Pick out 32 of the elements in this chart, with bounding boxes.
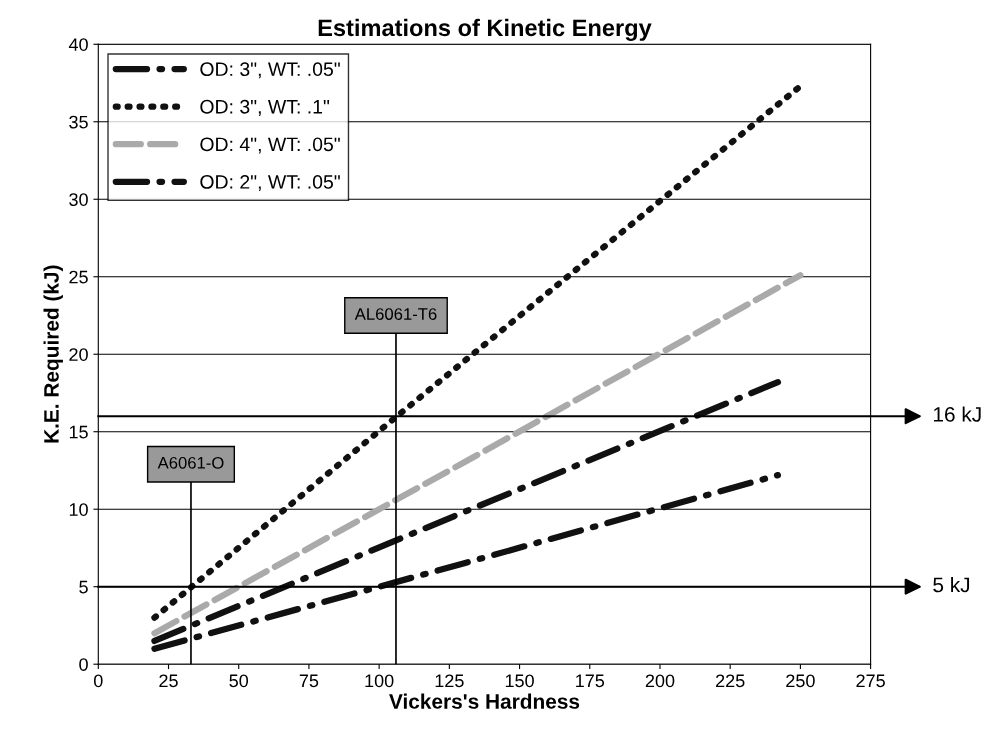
ref-line-label: A6061-O: [157, 456, 224, 469]
x-tick-label: 50: [229, 674, 249, 688]
ref-line-label: 16 kJ: [933, 406, 981, 422]
y-tick-label: 30: [69, 193, 88, 206]
y-tick-label: 40: [68, 38, 88, 51]
y-tick-label: 10: [69, 503, 88, 516]
chart-title: Estimations of Kinetic Energy: [318, 18, 652, 41]
ref-line-label: AL6061-T6: [354, 308, 437, 320]
x-tick-label: 0: [93, 674, 103, 688]
y-tick-label: 20: [69, 348, 88, 361]
x-tick-label: 25: [159, 674, 178, 688]
x-tick-label: 175: [576, 674, 605, 688]
y-axis-title: K.E. Required (kJ): [43, 265, 63, 443]
legend-label: OD: 3", WT: .05": [200, 62, 340, 79]
y-tick-label: 15: [69, 425, 88, 439]
y-tick-label: 5: [79, 580, 88, 594]
y-tick-label: 25: [69, 270, 88, 284]
x-tick-label: 225: [716, 674, 745, 688]
ref-line-label: 5 kJ: [933, 577, 970, 593]
x-tick-label: 100: [365, 674, 394, 688]
x-tick-label: 200: [645, 674, 675, 688]
legend-label: OD: 3", WT: .1": [200, 99, 330, 116]
x-axis-title: Vickers's Hardness: [389, 693, 580, 709]
y-tick-label: 0: [79, 658, 88, 671]
x-tick-label: 75: [299, 674, 319, 688]
x-tick-label: 150: [505, 674, 534, 688]
y-tick-label: 35: [69, 115, 88, 129]
legend-label: OD: 2", WT: .05": [200, 175, 340, 192]
x-tick-label: 275: [856, 674, 885, 688]
x-tick-label: 250: [786, 674, 815, 688]
legend-label: OD: 4", WT: .05": [200, 137, 340, 154]
x-tick-label: 125: [435, 674, 464, 688]
